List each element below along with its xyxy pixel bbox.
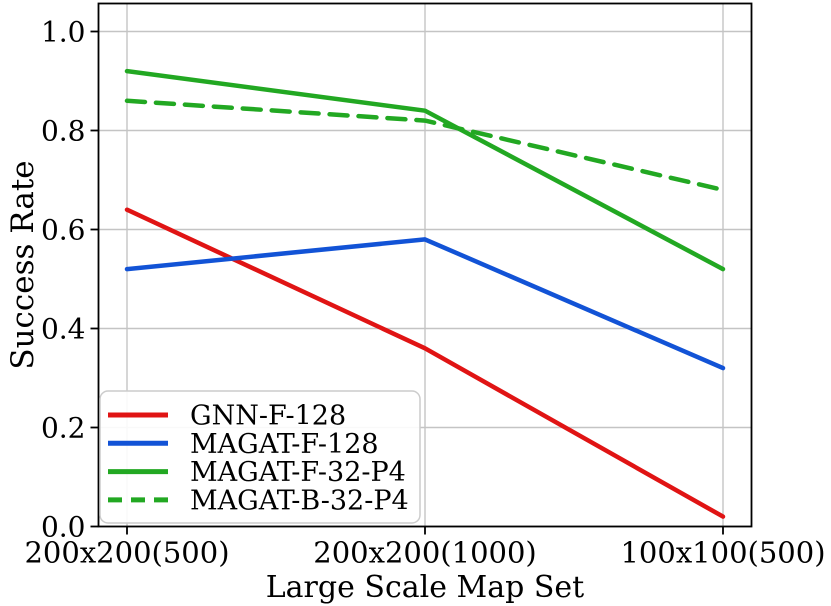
legend-box	[99, 390, 421, 524]
x-tick-label: 200x200(500)	[24, 536, 229, 570]
tick-layer: 0.0 0.2 0.4 0.6 0.8 1.0 200x200(500) 200x200(10…	[24, 16, 825, 570]
y-tick-label: 1.0	[41, 16, 86, 49]
legend-label: MAGAT-F-32-P4	[190, 457, 406, 488]
x-tick-label: 100x100(500)	[620, 536, 825, 570]
x-tick-label: 200x200(1000)	[313, 536, 537, 570]
y-tick-label: 0.0	[41, 511, 86, 544]
y-tick-label: 0.4	[41, 313, 86, 346]
series-line-magat-b-32-p4	[124, 98, 726, 193]
legend-label: MAGAT-B-32-P4	[190, 485, 409, 516]
legend-label: MAGAT-F-128	[190, 429, 379, 460]
y-tick-label: 0.6	[41, 214, 86, 247]
legend: GNN-F-128MAGAT-F-128MAGAT-F-32-P4MAGAT-B…	[99, 390, 421, 524]
series-line-gnn-f-128	[124, 207, 726, 519]
series-line-magat-f-32-p4	[124, 68, 726, 272]
y-axis-label: Success Rate	[5, 160, 41, 369]
y-tick-label: 0.2	[41, 412, 86, 445]
series-line-magat-f-128	[124, 237, 726, 371]
series-layer	[124, 68, 726, 519]
legend-label: GNN-F-128	[190, 401, 346, 432]
y-tick-label: 0.8	[41, 115, 86, 148]
x-axis-label: Large Scale Map Set	[266, 570, 584, 605]
